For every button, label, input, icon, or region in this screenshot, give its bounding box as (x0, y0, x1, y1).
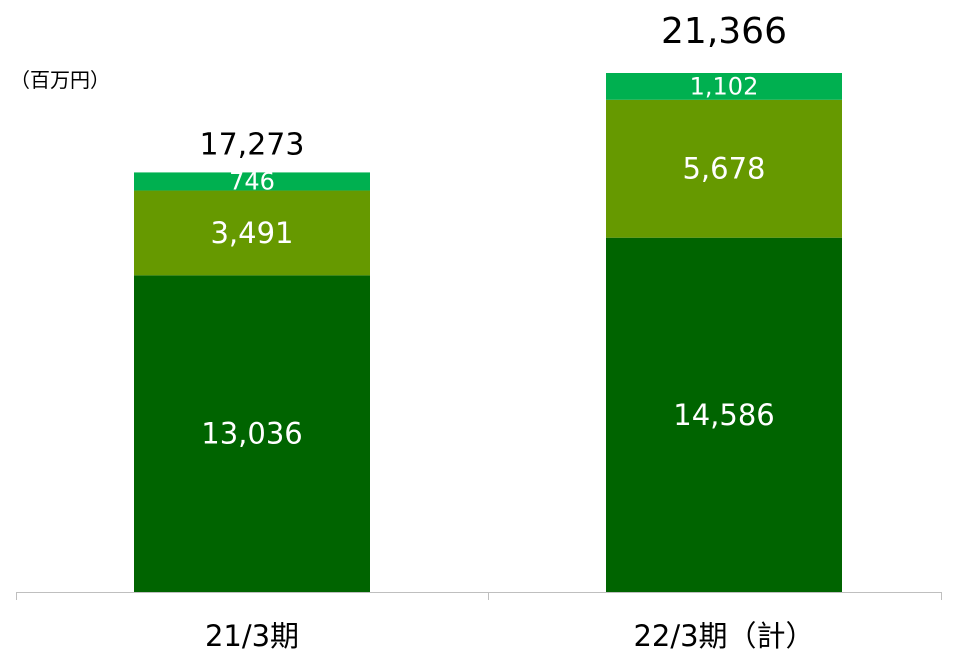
segment-value-label: 13,036 (201, 417, 302, 451)
total-value-label: 21,366 (661, 11, 787, 52)
bar-segment (134, 190, 370, 276)
x-axis (16, 592, 942, 600)
x-tick-label: 21/3期 (205, 619, 299, 653)
segment-value-label: 1,102 (690, 72, 759, 100)
segment-value-label: 14,586 (673, 398, 774, 432)
bar-segment (134, 275, 370, 592)
segment-value-label: 746 (229, 167, 275, 195)
bar-segment (134, 172, 370, 191)
segment-value-label: 3,491 (210, 216, 293, 250)
x-tick-label: 22/3期（計） (633, 619, 814, 653)
bar-segment (606, 73, 842, 100)
labels-layer: 13,036 3,491 746 17,273 21/3期 14,586 5,678 1,10… (200, 11, 815, 653)
bar-segment (606, 237, 842, 592)
segment-value-label: 5,678 (682, 152, 765, 186)
total-value-label: 17,273 (200, 127, 305, 162)
unit-label: （百万円） (10, 68, 110, 92)
bar-segment (606, 99, 842, 238)
bars-layer (134, 73, 842, 592)
